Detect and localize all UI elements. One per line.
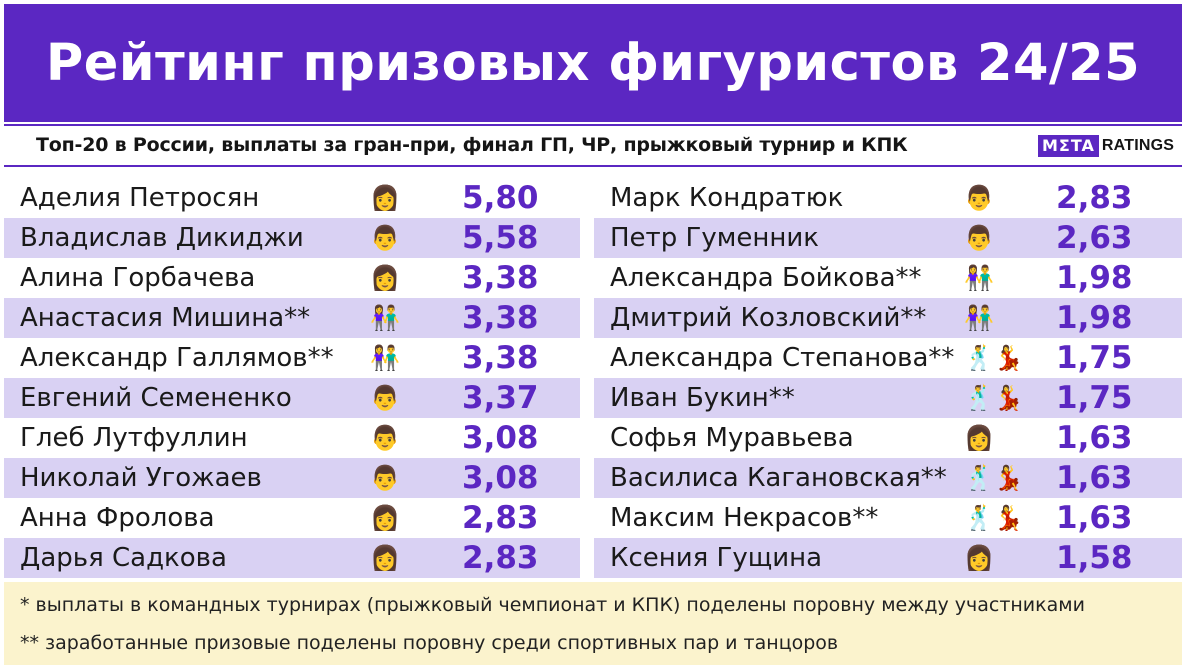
pair-icon: 👫 — [964, 304, 994, 332]
prize-value: 2,63 — [1056, 220, 1133, 256]
skater-name: Владислав Дикиджи — [20, 223, 304, 253]
ranking-row: Глеб Лутфуллин 👨 3,08 — [4, 418, 580, 458]
pair-icon: 👫 — [370, 344, 400, 372]
skater-name: Александра Степанова** — [610, 343, 955, 373]
pair-icon: 👫 — [964, 264, 994, 292]
logo-meta-text: MΣTA — [1038, 135, 1099, 157]
dancers-icon: 🕺💃 — [964, 504, 1024, 532]
prize-value: 3,38 — [462, 340, 539, 376]
man-icon: 👨 — [964, 224, 994, 252]
prize-value: 3,38 — [462, 260, 539, 296]
woman-icon: 👩 — [964, 544, 994, 572]
prize-value: 3,08 — [462, 460, 539, 496]
ranking-row: Анастасия Мишина** 👫 3,38 — [4, 298, 580, 338]
ranking-row: Александр Галлямов** 👫 3,38 — [4, 338, 580, 378]
man-icon: 👨 — [370, 464, 400, 492]
ranking-row: Владислав Дикиджи 👨 5,58 — [4, 218, 580, 258]
skater-name: Евгений Семененко — [20, 383, 292, 413]
skater-name: Софья Муравьева — [610, 423, 854, 453]
ranking-row: Алина Горбачева 👩 3,38 — [4, 258, 580, 298]
woman-icon: 👩 — [370, 504, 400, 532]
skater-name: Глеб Лутфуллин — [20, 423, 248, 453]
man-icon: 👨 — [964, 184, 994, 212]
skater-name: Александр Галлямов** — [20, 343, 334, 373]
ranking-row: Василиса Кагановская** 🕺💃 1,63 — [594, 458, 1182, 498]
prize-value: 2,83 — [462, 500, 539, 536]
ranking-row: Марк Кондратюк 👨 2,83 — [594, 178, 1182, 218]
man-icon: 👨 — [370, 224, 400, 252]
skater-name: Василиса Кагановская** — [610, 463, 947, 493]
dancers-icon: 🕺💃 — [964, 464, 1024, 492]
skater-name: Анастасия Мишина** — [20, 303, 311, 333]
ranking-row: Николай Угожаев 👨 3,08 — [4, 458, 580, 498]
skater-name: Иван Букин** — [610, 383, 795, 413]
man-icon: 👨 — [370, 424, 400, 452]
pair-icon: 👫 — [370, 304, 400, 332]
skater-name: Николай Угожаев — [20, 463, 262, 493]
skater-name: Дарья Садкова — [20, 543, 227, 573]
ranking-list-right: Марк Кондратюк 👨 2,83 Петр Гуменник 👨 2,63 Але… — [594, 178, 1182, 578]
header-banner: Рейтинг призовых фигуристов 24/25 — [4, 4, 1182, 122]
skater-name: Александра Бойкова** — [610, 263, 922, 293]
skater-name: Ксения Гущина — [610, 543, 823, 573]
ranking-row: Анна Фролова 👩 2,83 — [4, 498, 580, 538]
man-icon: 👨 — [370, 384, 400, 412]
ranking-row: Софья Муравьева 👩 1,63 — [594, 418, 1182, 458]
woman-icon: 👩 — [370, 544, 400, 572]
meta-ratings-logo: MΣTA RATINGS — [1038, 135, 1174, 157]
logo-ratings-text: RATINGS — [1101, 137, 1175, 154]
subtitle-bar: Топ-20 в России, выплаты за гран-при, фи… — [4, 124, 1182, 167]
ranking-row: Александра Бойкова** 👫 1,98 — [594, 258, 1182, 298]
ranking-row: Дмитрий Козловский** 👫 1,98 — [594, 298, 1182, 338]
woman-icon: 👩 — [964, 424, 994, 452]
prize-value: 1,75 — [1056, 380, 1133, 416]
skater-name: Марк Кондратюк — [610, 183, 844, 213]
prize-value: 1,98 — [1056, 300, 1133, 336]
woman-icon: 👩 — [370, 264, 400, 292]
prize-value: 2,83 — [462, 540, 539, 576]
woman-icon: 👩 — [370, 184, 400, 212]
ranking-row: Евгений Семененко 👨 3,37 — [4, 378, 580, 418]
ranking-row: Петр Гуменник 👨 2,63 — [594, 218, 1182, 258]
dancers-icon: 🕺💃 — [964, 344, 1024, 372]
footnote-single-asterisk: * выплаты в командных турнирах (прыжковы… — [20, 594, 1085, 616]
ranking-row: Дарья Садкова 👩 2,83 — [4, 538, 580, 578]
prize-value: 5,80 — [462, 180, 539, 216]
prize-value: 1,98 — [1056, 260, 1133, 296]
prize-value: 1,63 — [1056, 500, 1133, 536]
skater-name: Петр Гуменник — [610, 223, 819, 253]
page-title: Рейтинг призовых фигуристов 24/25 — [45, 33, 1141, 93]
ranking-row: Александра Степанова** 🕺💃 1,75 — [594, 338, 1182, 378]
prize-value: 1,75 — [1056, 340, 1133, 376]
ranking-row: Максим Некрасов** 🕺💃 1,63 — [594, 498, 1182, 538]
skater-name: Дмитрий Козловский** — [610, 303, 927, 333]
prize-value: 3,37 — [462, 380, 539, 416]
ranking-row: Иван Букин** 🕺💃 1,75 — [594, 378, 1182, 418]
skater-name: Анна Фролова — [20, 503, 215, 533]
prize-value: 1,63 — [1056, 420, 1133, 456]
footnotes-panel: * выплаты в командных турнирах (прыжковы… — [4, 582, 1182, 665]
prize-value: 1,58 — [1056, 540, 1133, 576]
prize-value: 5,58 — [462, 220, 539, 256]
prize-value: 3,08 — [462, 420, 539, 456]
prize-value: 3,38 — [462, 300, 539, 336]
prize-value: 1,63 — [1056, 460, 1133, 496]
ranking-row: Ксения Гущина 👩 1,58 — [594, 538, 1182, 578]
dancers-icon: 🕺💃 — [964, 384, 1024, 412]
skater-name: Максим Некрасов** — [610, 503, 879, 533]
ranking-list-left: Аделия Петросян 👩 5,80 Владислав Дикиджи 👨 5,… — [4, 178, 580, 578]
prize-value: 2,83 — [1056, 180, 1133, 216]
ranking-row: Аделия Петросян 👩 5,80 — [4, 178, 580, 218]
skater-name: Аделия Петросян — [20, 183, 260, 213]
footnote-double-asterisk: ** заработанные призовые поделены поровн… — [20, 632, 839, 654]
skater-name: Алина Горбачева — [20, 263, 256, 293]
page-subtitle: Топ-20 в России, выплаты за гран-при, фи… — [36, 134, 908, 156]
